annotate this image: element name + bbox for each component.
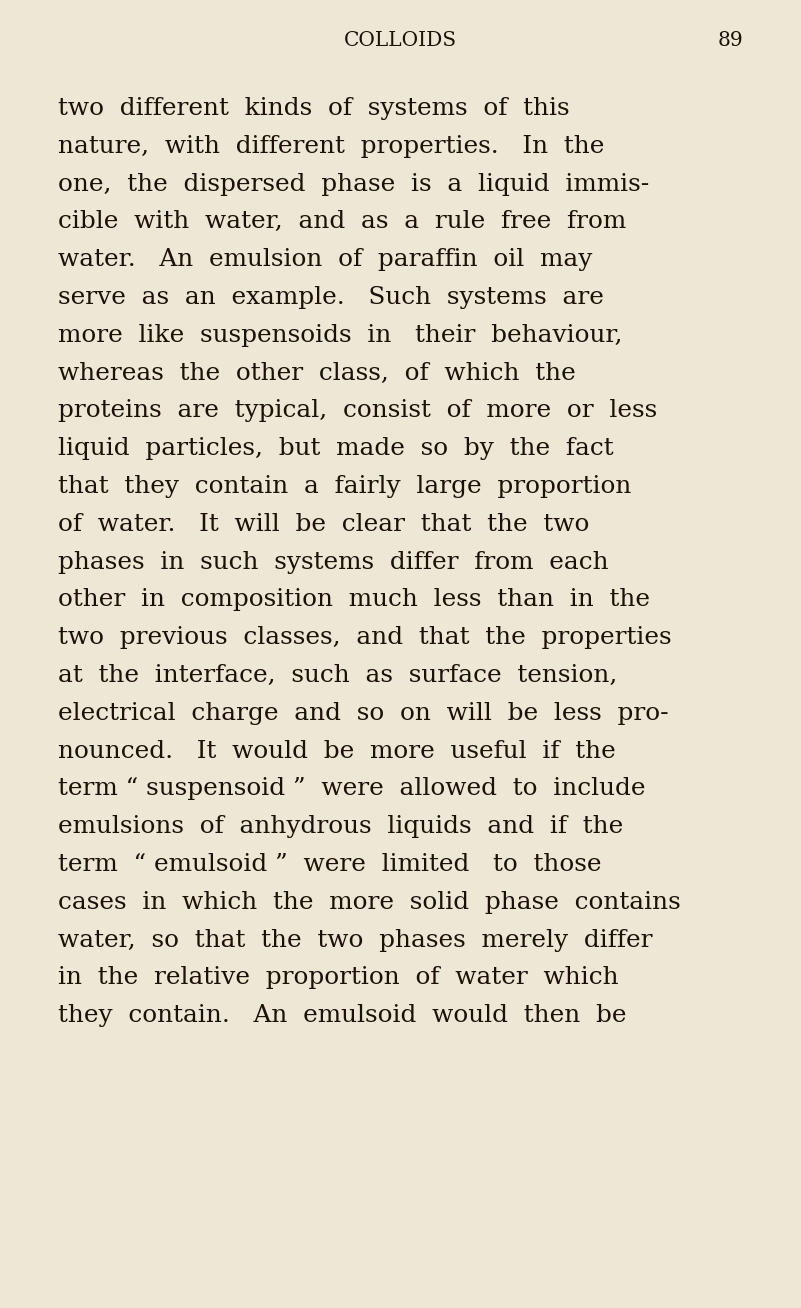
Text: serve  as  an  example.   Such  systems  are: serve as an example. Such systems are: [58, 286, 604, 309]
Text: cases  in  which  the  more  solid  phase  contains: cases in which the more solid phase cont…: [58, 891, 681, 914]
Text: that  they  contain  a  fairly  large  proportion: that they contain a fairly large proport…: [58, 475, 631, 498]
Text: in  the  relative  proportion  of  water  which: in the relative proportion of water whic…: [58, 967, 618, 989]
Text: they  contain.   An  emulsoid  would  then  be: they contain. An emulsoid would then be: [58, 1005, 626, 1027]
Text: two  different  kinds  of  systems  of  this: two different kinds of systems of this: [58, 97, 570, 120]
Text: cible  with  water,  and  as  a  rule  free  from: cible with water, and as a rule free fro…: [58, 211, 626, 233]
Text: emulsions  of  anhydrous  liquids  and  if  the: emulsions of anhydrous liquids and if th…: [58, 815, 623, 838]
Text: at  the  interface,  such  as  surface  tension,: at the interface, such as surface tensio…: [58, 664, 618, 687]
Text: nature,  with  different  properties.   In  the: nature, with different properties. In th…: [58, 135, 605, 158]
Text: phases  in  such  systems  differ  from  each: phases in such systems differ from each: [58, 551, 609, 574]
Text: one,  the  dispersed  phase  is  a  liquid  immis-: one, the dispersed phase is a liquid imm…: [58, 173, 650, 196]
Text: 89: 89: [717, 31, 743, 50]
Text: whereas  the  other  class,  of  which  the: whereas the other class, of which the: [58, 361, 576, 385]
Text: term  “ emulsoid ”  were  limited   to  those: term “ emulsoid ” were limited to those: [58, 853, 602, 876]
Text: liquid  particles,  but  made  so  by  the  fact: liquid particles, but made so by the fac…: [58, 437, 614, 460]
Text: electrical  charge  and  so  on  will  be  less  pro-: electrical charge and so on will be less…: [58, 702, 669, 725]
Text: of  water.   It  will  be  clear  that  the  two: of water. It will be clear that the two: [58, 513, 590, 536]
Text: water.   An  emulsion  of  paraffin  oil  may: water. An emulsion of paraffin oil may: [58, 249, 593, 271]
Text: COLLOIDS: COLLOIDS: [344, 31, 457, 50]
Text: water,  so  that  the  two  phases  merely  differ: water, so that the two phases merely dif…: [58, 929, 653, 952]
Text: more  like  suspensoids  in   their  behaviour,: more like suspensoids in their behaviour…: [58, 324, 622, 347]
Text: two  previous  classes,  and  that  the  properties: two previous classes, and that the prope…: [58, 627, 671, 649]
Text: other  in  composition  much  less  than  in  the: other in composition much less than in t…: [58, 589, 650, 611]
Text: proteins  are  typical,  consist  of  more  or  less: proteins are typical, consist of more or…: [58, 399, 658, 422]
Text: nounced.   It  would  be  more  useful  if  the: nounced. It would be more useful if the: [58, 739, 616, 763]
Text: term “ suspensoid ”  were  allowed  to  include: term “ suspensoid ” were allowed to incl…: [58, 777, 646, 800]
